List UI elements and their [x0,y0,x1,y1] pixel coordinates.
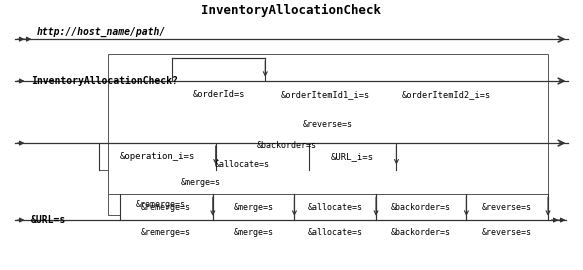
Text: &orderId=s: &orderId=s [192,90,245,99]
Text: &merge=s: &merge=s [234,203,273,212]
Text: &reverse=s: &reverse=s [303,120,353,129]
Text: &remerge=s: &remerge=s [135,200,185,209]
Text: &orderItemId2_i=s: &orderItemId2_i=s [401,90,491,99]
Text: &reverse=s: &reverse=s [482,203,532,212]
Text: &backorder=s: &backorder=s [257,141,317,150]
Bar [108,194,213,215]
Text: &URL=s: &URL=s [31,215,66,225]
Bar [265,81,385,108]
Bar [466,194,548,220]
Bar [376,194,466,220]
Text: &remerge=s: &remerge=s [141,228,191,237]
Bar [108,54,548,194]
Text: &remerge=s: &remerge=s [141,203,191,212]
Text: &orderItemId1_i=s: &orderItemId1_i=s [280,90,370,99]
Bar [309,143,396,170]
Bar [99,143,216,170]
Text: &merge=s: &merge=s [181,178,221,187]
Bar [108,134,376,194]
Text: InventoryAllocationCheck: InventoryAllocationCheck [202,4,381,17]
Text: &allocate=s: &allocate=s [215,160,269,168]
Text: &merge=s: &merge=s [234,228,273,237]
Text: http://host_name/path/: http://host_name/path/ [37,27,166,37]
Bar [120,194,213,220]
Bar [108,171,294,194]
Text: &backorder=s: &backorder=s [391,203,451,212]
Text: &operation_i=s: &operation_i=s [120,152,195,161]
Text: &URL_i=s: &URL_i=s [331,152,374,161]
Bar [172,81,265,108]
Text: &allocate=s: &allocate=s [308,228,363,237]
Bar [108,96,466,194]
Text: InventoryAllocationCheck?: InventoryAllocationCheck? [31,76,178,86]
Bar [213,194,294,220]
Text: &backorder=s: &backorder=s [391,228,451,237]
Text: &allocate=s: &allocate=s [308,203,363,212]
Text: &reverse=s: &reverse=s [482,228,532,237]
Bar [294,194,376,220]
Bar [385,81,507,108]
